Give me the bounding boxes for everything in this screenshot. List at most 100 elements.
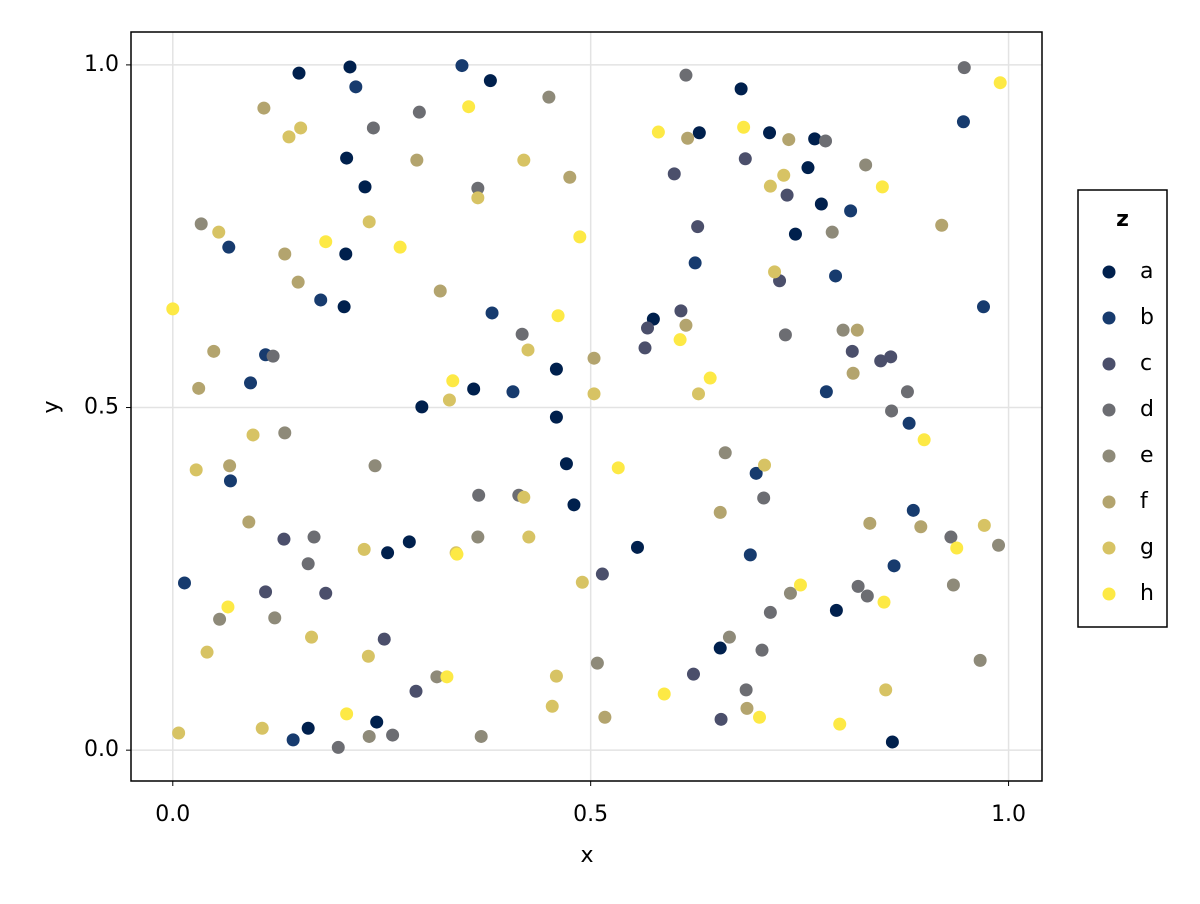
point [851,579,865,593]
point [349,80,363,94]
point [598,710,612,724]
point [976,300,990,314]
point [845,344,859,358]
point [703,371,717,385]
point [957,61,971,75]
point [506,385,520,399]
point [340,707,354,721]
point [402,535,416,549]
point [993,76,1007,90]
point [455,59,469,73]
point [734,82,748,96]
x-axis-label: x [580,843,593,868]
point [222,240,236,254]
point [737,120,751,134]
point [686,667,700,681]
point [755,643,769,657]
point [885,735,899,749]
legend-box [1077,189,1168,628]
legend-label: h [1140,581,1154,606]
point [874,354,888,368]
point [692,126,706,140]
point [885,404,899,418]
point [946,578,960,592]
point [757,491,771,505]
legend-marker [1102,265,1116,279]
point [595,567,609,581]
point [393,240,407,254]
point [340,151,354,165]
point [758,458,772,472]
plot-frame [130,31,1043,782]
point [440,670,454,684]
point [679,318,693,332]
point [542,90,556,104]
point [884,350,898,364]
point [673,333,687,347]
point [587,351,601,365]
point [714,712,728,726]
legend-title: z [1116,207,1129,232]
point [337,300,351,314]
point [814,197,828,211]
point [212,225,226,239]
point [753,710,767,724]
x-tick-label: 0.5 [573,802,608,827]
legend-marker [1102,587,1116,601]
legend-label: e [1140,443,1154,468]
point [777,168,791,182]
point [474,729,488,743]
point [194,217,208,231]
point [763,179,777,193]
legend-marker [1102,541,1116,555]
point [549,410,563,424]
point [917,433,931,447]
legend-marker [1102,403,1116,417]
point [611,461,625,475]
point [782,133,796,147]
point [935,218,949,232]
point [292,66,306,80]
point [291,275,305,289]
point [956,115,970,129]
point [277,532,291,546]
point [780,188,794,202]
point [743,548,757,562]
point [259,585,273,599]
x-tick-label: 0.0 [155,802,190,827]
point [850,323,864,337]
point [575,575,589,589]
y-tick-label: 0.0 [84,737,119,762]
legend-label: f [1140,489,1149,514]
point [657,687,671,701]
point [638,341,652,355]
point [433,284,447,298]
point [343,60,357,74]
point [358,180,372,194]
point [681,131,695,145]
point [879,683,893,697]
legend-marker [1102,357,1116,371]
point [763,605,777,619]
point [992,538,1006,552]
point [305,630,319,644]
point [515,327,529,341]
point [691,220,705,234]
point [749,466,763,480]
point [357,542,371,556]
point [207,344,221,358]
point [906,503,920,517]
point [801,161,815,175]
point [362,729,376,743]
point [278,247,292,261]
point [361,649,375,663]
point [450,547,464,561]
point [563,170,577,184]
point [679,68,693,82]
point [517,153,531,167]
point [667,167,681,181]
point [362,215,376,229]
point [266,349,280,363]
